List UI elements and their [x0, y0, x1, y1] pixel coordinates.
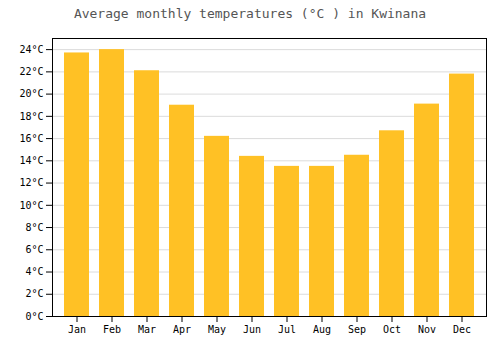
- svg-text:24°C: 24°C: [19, 44, 43, 55]
- svg-text:Apr: Apr: [173, 324, 191, 335]
- svg-text:0°C: 0°C: [25, 311, 43, 322]
- svg-text:22°C: 22°C: [19, 66, 43, 77]
- svg-text:Jun: Jun: [243, 324, 261, 335]
- svg-text:6°C: 6°C: [25, 244, 43, 255]
- svg-text:Oct: Oct: [383, 324, 401, 335]
- svg-text:Jan: Jan: [68, 324, 86, 335]
- svg-text:4°C: 4°C: [25, 266, 43, 277]
- svg-text:16°C: 16°C: [19, 133, 43, 144]
- svg-text:Dec: Dec: [453, 324, 471, 335]
- svg-text:8°C: 8°C: [25, 222, 43, 233]
- svg-text:12°C: 12°C: [19, 177, 43, 188]
- svg-text:Mar: Mar: [138, 324, 156, 335]
- svg-text:May: May: [208, 324, 226, 335]
- svg-text:2°C: 2°C: [25, 288, 43, 299]
- html-text:Average monthly temperatures (: Average monthly temperatures (°C ) in Kw…: [73, 6, 427, 21]
- svg-text:Sep: Sep: [348, 324, 366, 335]
- svg-text:Jul: Jul: [278, 324, 296, 335]
- svg-text:Aug: Aug: [313, 324, 331, 335]
- svg-text:Feb: Feb: [103, 324, 121, 335]
- svg-text:18°C: 18°C: [19, 111, 43, 122]
- svg-text:14°C: 14°C: [19, 155, 43, 166]
- svg-text:20°C: 20°C: [19, 88, 43, 99]
- svg-text:Nov: Nov: [418, 324, 436, 335]
- svg-text:10°C: 10°C: [19, 200, 43, 211]
